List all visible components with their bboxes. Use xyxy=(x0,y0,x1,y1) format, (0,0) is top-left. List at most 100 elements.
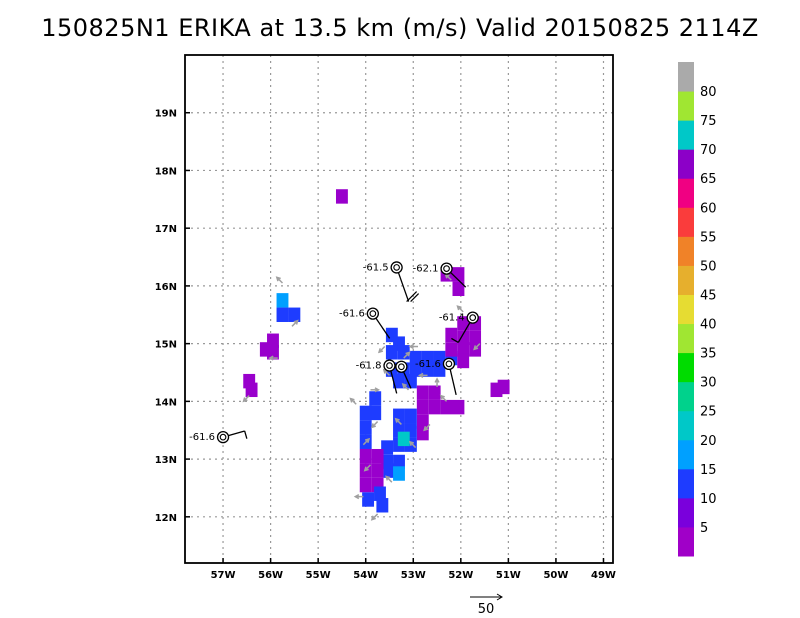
wind-cell xyxy=(369,405,382,421)
wind-barb-flag xyxy=(406,291,420,302)
wind-arrow xyxy=(408,343,419,350)
wind-cell xyxy=(452,267,465,282)
arrow-head xyxy=(349,397,355,403)
wind-cell xyxy=(416,385,429,400)
wind-cell xyxy=(359,448,372,464)
storm-center-icon xyxy=(398,363,405,371)
storm-center-icon xyxy=(440,262,453,275)
wind-speed-cells xyxy=(243,189,510,513)
colorbar-swatch xyxy=(678,294,694,325)
wind-arrow xyxy=(377,345,386,354)
wind-cell xyxy=(497,379,510,395)
wind-cell xyxy=(369,391,382,406)
wind-cell xyxy=(276,293,289,308)
colorbar-swatch xyxy=(678,526,694,557)
lat-tick-label: 17N xyxy=(155,224,177,235)
colorbar-label: 45 xyxy=(700,288,717,303)
colorbar-swatch xyxy=(678,410,694,441)
storm-center-label: -61.6 xyxy=(339,309,365,320)
lat-tick-label: 12N xyxy=(155,513,177,524)
wind-cell xyxy=(267,345,279,360)
wind-cell xyxy=(409,362,422,377)
colorbar-label: 60 xyxy=(700,201,717,216)
lat-tick-label: 16N xyxy=(155,282,177,293)
wind-cell xyxy=(359,405,372,421)
wind-cell xyxy=(440,399,453,415)
wind-arrow xyxy=(456,305,464,313)
colorbar-label: 75 xyxy=(700,114,717,129)
storm-center: -61.6 xyxy=(415,357,457,395)
lat-tick-label: 18N xyxy=(155,166,177,177)
colorbar-swatch xyxy=(678,323,694,354)
storm-center-label: -61.8 xyxy=(356,361,382,372)
wind-cell xyxy=(428,399,441,415)
storm-center-label: -61.4 xyxy=(439,313,465,324)
wind-cell xyxy=(416,399,429,415)
wind-arrow xyxy=(370,421,379,429)
wind-arrow xyxy=(370,387,381,393)
colorbar-swatch xyxy=(678,236,694,266)
wind-cell xyxy=(381,454,394,470)
wind-arrow xyxy=(363,464,371,472)
colorbar-swatch xyxy=(678,381,694,412)
storm-center-icon xyxy=(386,362,393,369)
wind-cell xyxy=(397,345,410,360)
storm-center-markers: -61.5 -62.1 -61.6 -61.4 -61.8 -61.6 -61.6 xyxy=(189,261,479,444)
storm-center: -61.4 xyxy=(439,311,479,344)
map-border xyxy=(184,54,614,564)
storm-center-label: -61.6 xyxy=(415,359,441,370)
colorbar-label: 55 xyxy=(700,230,717,245)
storm-center-icon xyxy=(366,307,379,320)
wind-cell xyxy=(457,330,470,346)
wind-arrow xyxy=(370,513,379,521)
wind-arrow xyxy=(362,437,371,446)
lon-tick-label: 52W xyxy=(448,570,473,581)
wind-cell xyxy=(381,440,394,455)
wind-barb-flag xyxy=(451,337,459,344)
arrow-head xyxy=(417,372,424,378)
colorbar-swatch xyxy=(678,91,694,121)
lat-tick-label: 15N xyxy=(155,340,177,351)
colorbar-label: 25 xyxy=(700,405,717,420)
colorbar-swatch xyxy=(678,265,694,295)
lon-tick-label: 55W xyxy=(306,570,331,581)
colorbar-swatch xyxy=(678,468,694,499)
wind-cell xyxy=(393,466,405,481)
reference-vector: 50 xyxy=(470,593,503,617)
arrow-head xyxy=(439,394,445,400)
reference-arrow-head xyxy=(496,593,503,601)
wind-arrow xyxy=(408,440,417,449)
storm-center-icon xyxy=(443,265,450,272)
wind-arrow xyxy=(434,377,440,387)
wind-arrow xyxy=(242,395,250,403)
colorbar-swatch xyxy=(678,120,694,150)
wind-cell xyxy=(288,307,301,322)
lon-tick-label: 56W xyxy=(258,570,283,581)
arrow-head xyxy=(401,383,407,389)
lon-tick-label: 57W xyxy=(211,570,236,581)
wind-arrow xyxy=(417,372,428,378)
wind-cell xyxy=(393,423,405,438)
wind-cell xyxy=(421,362,434,377)
wind-cell xyxy=(452,281,465,297)
arrow-head xyxy=(377,348,384,354)
storm-center-icon xyxy=(216,431,230,444)
wind-cell xyxy=(385,345,398,360)
map-frame xyxy=(184,54,614,564)
wind-cell xyxy=(393,373,405,389)
storm-center: -61.8 xyxy=(356,359,398,394)
wind-cell xyxy=(393,454,405,470)
wind-cell xyxy=(469,316,482,331)
storm-center-icon xyxy=(395,360,408,373)
arrow-head xyxy=(473,345,479,351)
storm-center-icon xyxy=(390,261,403,274)
wind-cell xyxy=(457,316,470,331)
storm-center-icon xyxy=(383,359,396,372)
wind-arrow xyxy=(439,394,448,402)
wind-cell xyxy=(404,423,417,438)
arrow-head xyxy=(364,437,371,444)
arrow-head xyxy=(385,475,391,481)
lon-tick-label: 51W xyxy=(496,570,521,581)
map-title: 150825N1 ERIKA at 13.5 km (m/s) Valid 20… xyxy=(41,14,759,42)
wind-cell xyxy=(385,327,398,343)
